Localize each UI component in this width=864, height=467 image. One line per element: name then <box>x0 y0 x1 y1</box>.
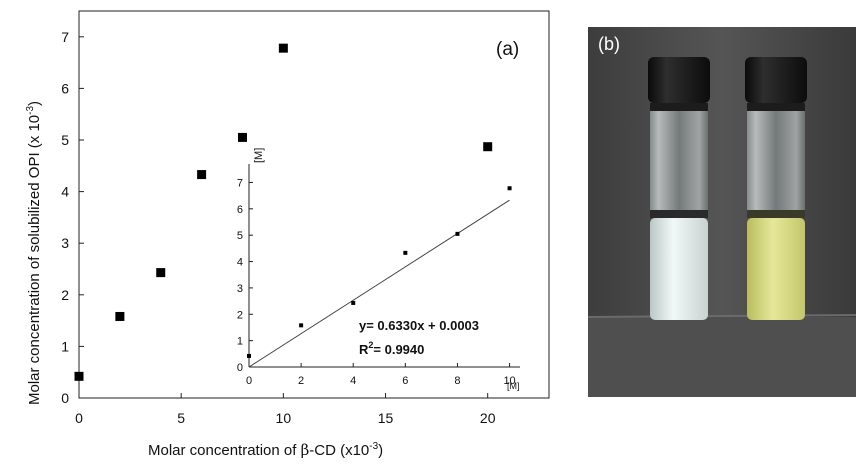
inset-data-point <box>507 186 512 191</box>
inset-data-point <box>299 323 304 328</box>
x-tick-label: 5 <box>177 410 185 426</box>
y-tick-label: 2 <box>61 287 69 303</box>
inset-x-tick-label: 4 <box>350 375 356 387</box>
shelf <box>588 317 856 397</box>
inset-fit-line <box>248 199 510 368</box>
inset-data-point <box>455 231 460 236</box>
y-tick-label: 4 <box>61 184 69 200</box>
inset-y-tick-label: 7 <box>237 177 243 189</box>
data-point <box>74 371 84 381</box>
y-tick-label: 6 <box>61 80 69 96</box>
y-tick-label: 5 <box>61 132 69 148</box>
inset-y-tick-label: 0 <box>237 362 243 374</box>
photo-b: (b) <box>588 27 856 397</box>
data-point <box>278 43 288 53</box>
x-tick-label: 15 <box>378 410 394 426</box>
inset-x-tick-label: 0 <box>246 375 252 387</box>
inset-y-tick-label: 1 <box>237 336 243 348</box>
inset-x-tick-label: 2 <box>298 375 304 387</box>
inset-y-tick-label: 5 <box>237 230 243 242</box>
y-axis-title: Molar concentration of solubilized OPI (… <box>25 101 43 405</box>
vial-left-liquid <box>650 218 708 320</box>
y-tick-label: 0 <box>61 390 69 406</box>
data-point <box>156 268 166 278</box>
fit-equation: y= 0.6330x + 0.0003 <box>359 318 479 333</box>
inset-x-unit: [M] <box>507 381 520 391</box>
inset-y-tick-label: 2 <box>237 309 243 321</box>
plot-frame <box>78 10 550 399</box>
y-tick-label: 7 <box>61 29 69 45</box>
data-point <box>483 142 493 152</box>
x-tick-label: 10 <box>276 410 292 426</box>
inset-y-tick-label: 4 <box>237 257 243 269</box>
vial-left <box>648 57 710 320</box>
vial-right <box>745 57 807 320</box>
x-tick-label: 20 <box>480 410 496 426</box>
y-tick-label: 3 <box>61 235 69 251</box>
vial-right-glass <box>747 111 805 217</box>
data-point <box>197 170 207 180</box>
vial-left-glass <box>650 111 708 217</box>
y-tick-label: 1 <box>61 338 69 354</box>
inset-y-tick-label: 6 <box>237 204 243 216</box>
inset-data-point <box>247 353 251 358</box>
shelf-edge <box>588 314 856 318</box>
inset-x-tick-label: 8 <box>454 375 460 387</box>
inset-y-tick-label: 3 <box>237 283 243 295</box>
x-axis-title: Molar concentration of β-CD (x10-3) <box>148 441 383 459</box>
x-tick-label: 0 <box>75 410 83 426</box>
inset-chart: 0 2 4 6 8 10 0 1 2 3 4 5 6 7 [M] [M] y= 0.6330x + 0.0… <box>237 148 520 391</box>
panel-label-a: (a) <box>496 39 519 60</box>
panel-label-b: (b) <box>598 34 620 54</box>
inset-data-point <box>403 250 408 255</box>
inset-x-tick-label: 10 <box>503 375 515 387</box>
vial-left-cap <box>648 57 710 103</box>
vial-right-cap <box>745 57 807 103</box>
inset-y-unit: [M] <box>253 148 265 163</box>
inset-x-tick-label: 6 <box>402 375 408 387</box>
r-squared: R2= 0.9940 <box>359 340 424 357</box>
vial-right-liquid <box>747 218 805 320</box>
data-point <box>237 132 247 142</box>
inset-data-point <box>351 300 356 305</box>
data-point <box>115 311 125 321</box>
